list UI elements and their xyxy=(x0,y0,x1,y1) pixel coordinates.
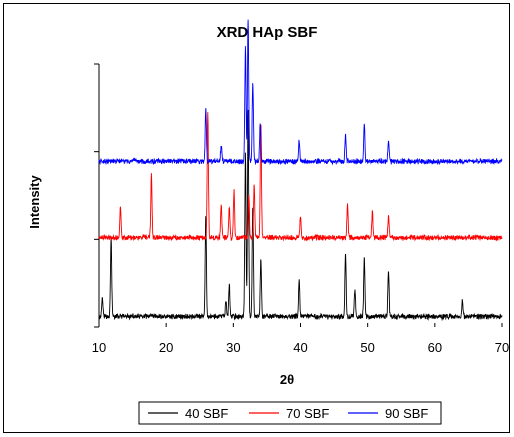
plot-area xyxy=(98,19,503,322)
series-line-40-sbf xyxy=(98,109,503,322)
y-axis-title: Intensity xyxy=(27,175,42,229)
chart-title: XRD HAp SBF xyxy=(217,24,318,41)
legend: 40 SBF 70 SBF 90 SBF xyxy=(138,401,442,425)
x-axis-ticks: 10 20 30 40 50 60 70 xyxy=(92,323,509,355)
x-tick-label: 40 xyxy=(293,340,307,355)
xrd-chart: XRD HAp SBF Intensity 2θ 10 20 30 40 50 60 70 … xyxy=(27,19,509,425)
series-line-90-sbf xyxy=(98,19,503,166)
chart-frame: XRD HAp SBF Intensity 2θ 10 20 30 40 50 60 70 … xyxy=(3,3,510,433)
x-tick-label: 30 xyxy=(226,340,240,355)
legend-label-40-sbf: 40 SBF xyxy=(185,406,228,421)
y-axis-ticks xyxy=(94,63,99,328)
x-tick-label: 60 xyxy=(428,340,442,355)
legend-label-70-sbf: 70 SBF xyxy=(286,406,329,421)
legend-box xyxy=(138,401,442,425)
x-axis-title: 2θ xyxy=(280,372,294,387)
series-line-70-sbf xyxy=(98,112,503,242)
x-tick-label: 50 xyxy=(360,340,374,355)
legend-label-90-sbf: 90 SBF xyxy=(385,406,428,421)
x-tick-label: 10 xyxy=(92,340,106,355)
x-tick-label: 70 xyxy=(495,340,509,355)
x-tick-label: 20 xyxy=(159,340,173,355)
